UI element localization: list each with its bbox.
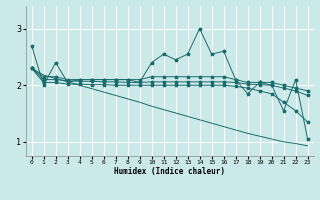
X-axis label: Humidex (Indice chaleur): Humidex (Indice chaleur) xyxy=(114,167,225,176)
